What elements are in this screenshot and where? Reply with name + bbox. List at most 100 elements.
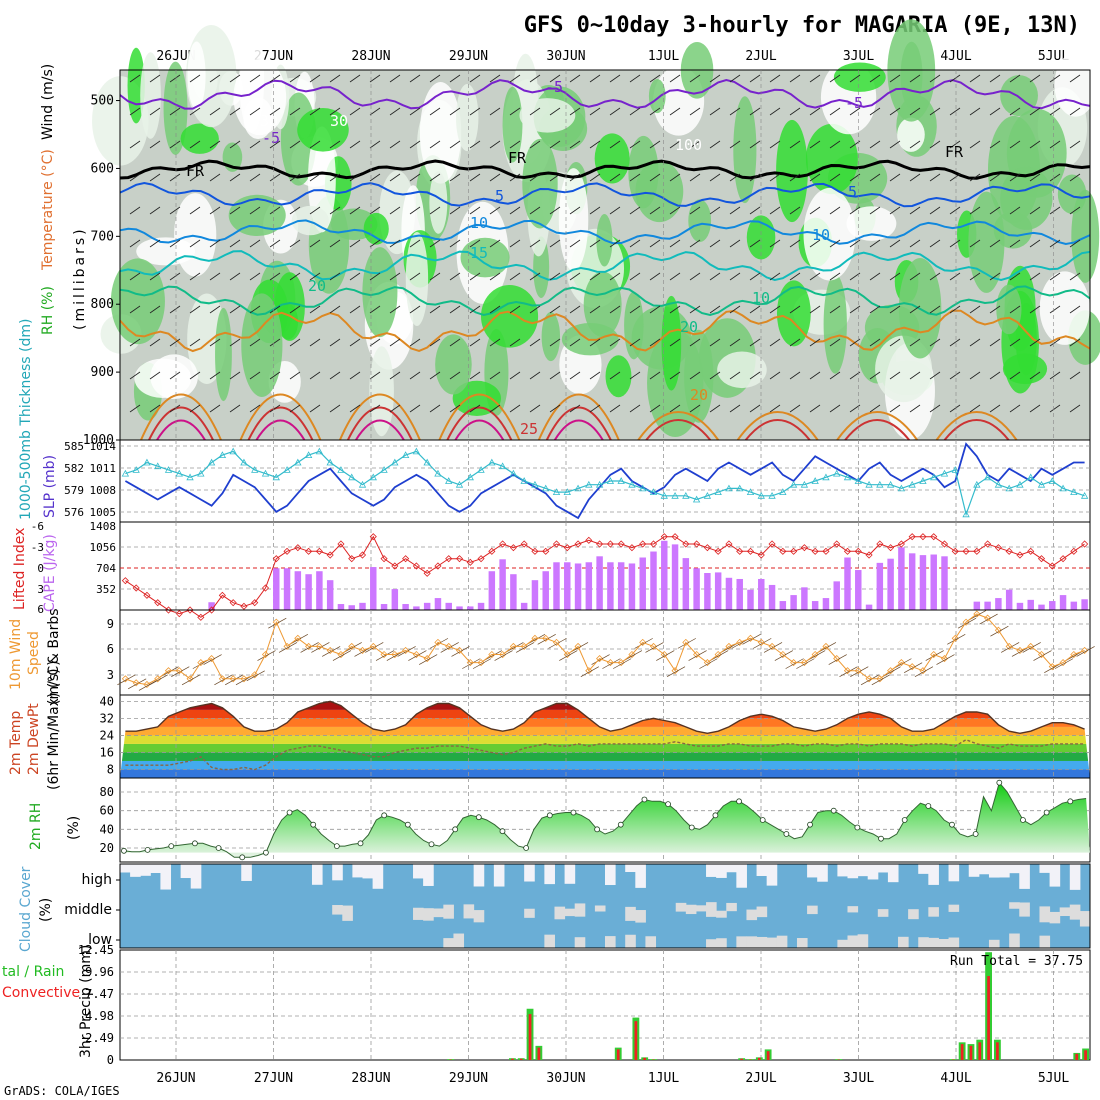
wind-barb	[369, 107, 381, 116]
ytick-label: 582	[64, 462, 84, 475]
cape-bar	[1027, 599, 1034, 610]
wind-barb	[309, 206, 321, 215]
wind-barb	[389, 206, 401, 215]
wind-barb	[249, 206, 261, 215]
isotherm	[119, 181, 1091, 208]
wind-barb	[529, 239, 541, 248]
cape-bar	[779, 601, 787, 610]
wind-barb	[1076, 646, 1095, 657]
li-marker	[229, 599, 237, 607]
wind-barb	[769, 206, 781, 215]
wind-barb	[1009, 173, 1021, 182]
temp-line	[125, 700, 1085, 735]
wind-barb	[309, 305, 321, 314]
rh-marker	[972, 831, 979, 837]
ytick-label: 2.49	[85, 1031, 114, 1045]
cloud-mid	[625, 906, 636, 921]
wind-barb	[629, 305, 641, 314]
rh-blob	[635, 160, 684, 223]
wind-barb	[169, 140, 181, 149]
li-marker	[585, 536, 593, 544]
wind-barb	[989, 305, 1001, 314]
wind-barb	[469, 305, 481, 314]
rh-marker	[594, 826, 601, 833]
ytick-label: 6	[107, 642, 114, 656]
ytick-label: 32	[100, 711, 114, 725]
wind-barb	[929, 173, 941, 182]
cloud-low	[1009, 933, 1020, 948]
wind-barb	[343, 642, 362, 653]
wind-barb	[429, 638, 449, 649]
rh-marker	[807, 821, 813, 828]
cape-bar	[316, 571, 323, 610]
wind-barb	[389, 404, 401, 413]
li-line	[125, 535, 1085, 618]
wind-barb	[769, 338, 781, 347]
wind-barb	[189, 107, 201, 116]
wind-barb	[169, 107, 181, 116]
rh-blob	[363, 212, 389, 245]
rh-blob	[594, 133, 630, 184]
li-marker	[876, 540, 884, 548]
cape-bar	[984, 601, 991, 610]
isotherm-label: 30	[330, 112, 348, 130]
rh-blob	[833, 62, 886, 92]
wind-barb	[789, 107, 801, 116]
cloud-high	[372, 864, 384, 889]
wind-barb	[129, 404, 141, 413]
cape-bar	[488, 571, 496, 610]
rh-blob	[419, 81, 462, 184]
cloud-high	[948, 864, 960, 882]
cloud-mid	[685, 904, 697, 915]
cloud-mid	[746, 909, 758, 921]
wind-barb	[209, 404, 221, 413]
cloud-high	[1039, 864, 1051, 873]
wind-barb	[289, 74, 301, 83]
wind-barb	[149, 272, 161, 281]
wind-barb	[669, 272, 681, 281]
wind-barb	[1029, 140, 1041, 149]
panel-frame	[119, 609, 1091, 696]
wind-barb	[989, 140, 1001, 149]
cloud-mid	[928, 907, 939, 917]
ytick-label: 585	[64, 440, 84, 453]
wind-barb	[1049, 272, 1061, 281]
wind-barb	[369, 239, 381, 248]
rh-marker	[783, 831, 790, 837]
wind-barb	[789, 140, 801, 149]
rh-blob	[1039, 271, 1090, 345]
cape-bar	[423, 602, 431, 610]
cape-bar	[704, 573, 711, 610]
wind-barb	[329, 272, 341, 281]
li-marker	[175, 610, 183, 618]
cloud-cover-panel: high middle low	[64, 863, 1091, 949]
cloud-mid	[675, 902, 687, 912]
wind-barb	[329, 305, 341, 314]
rh-marker	[1020, 817, 1026, 823]
cloud-mid	[695, 905, 707, 912]
wind-barb	[709, 239, 721, 248]
temp-band	[120, 769, 1090, 778]
wind-barb	[369, 305, 381, 314]
wind-barb	[1009, 404, 1021, 413]
cape-bar	[725, 577, 733, 610]
rh-marker	[736, 798, 742, 805]
wind-barb	[549, 74, 561, 83]
temp-band	[120, 726, 1090, 736]
wind-barb	[869, 305, 881, 314]
wind-barb	[1049, 338, 1061, 347]
cloud-mid	[463, 904, 475, 919]
cloud-high	[473, 864, 485, 887]
wind-barb	[649, 404, 661, 413]
wind-barb	[209, 107, 221, 116]
warm-contour	[338, 393, 421, 441]
wind-barb	[729, 338, 741, 347]
li-marker	[746, 547, 755, 555]
wind-barb	[369, 74, 381, 83]
cloud-mid	[807, 905, 818, 915]
cloud-low	[453, 933, 465, 948]
wind-barb	[629, 74, 641, 83]
wind-barb	[1069, 371, 1081, 380]
wind-barb	[189, 173, 201, 182]
wind-barb	[449, 272, 461, 281]
